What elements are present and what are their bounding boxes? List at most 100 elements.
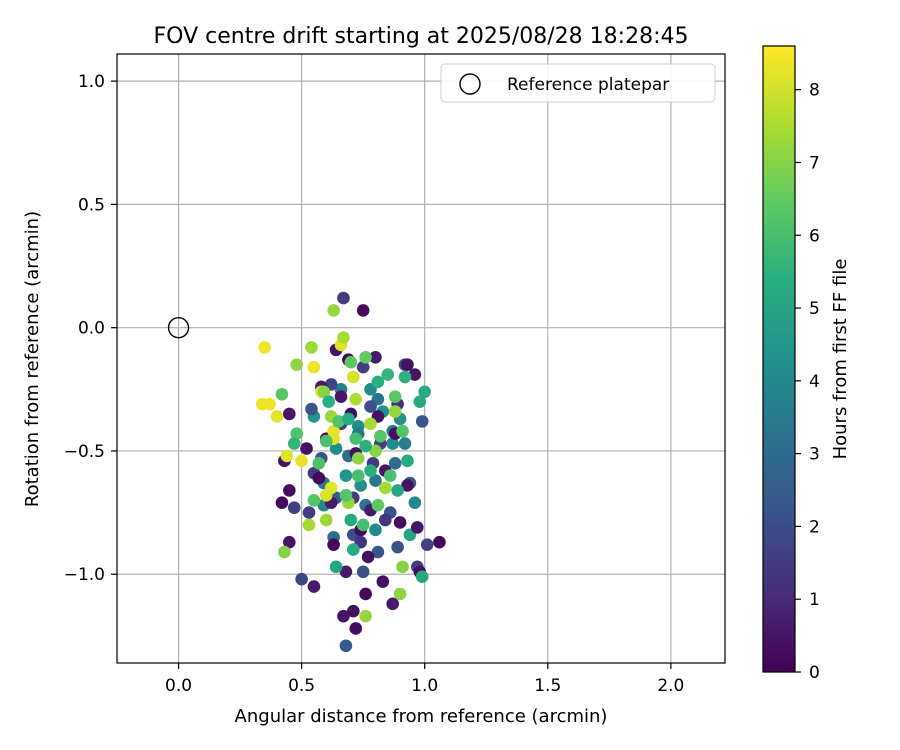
scatter-point [364,464,377,477]
scatter-point [393,516,407,529]
scatter-point [391,484,404,497]
scatter-point [275,387,289,401]
scatter-point [371,545,385,559]
scatter-point [351,469,365,482]
x-tick-label: 1.0 [411,676,438,696]
scatter-point [356,304,370,317]
scatter-point [319,434,333,448]
colorbar-label: Hours from first FF file [830,259,851,460]
scatter-point [275,496,289,510]
scatter-point [356,518,370,532]
scatter-point [371,375,385,389]
colorbar [762,45,796,673]
scatter-point [369,474,382,487]
colorbar-tick-label: 6 [809,226,820,246]
scatter-point [322,395,335,408]
scatter-point [339,565,353,579]
scatter-point [302,518,316,532]
colorbar-tick-label: 5 [809,299,820,319]
scatter-point [433,535,446,549]
scatter-point [270,410,284,423]
scatter-point [408,368,422,381]
scatter-point [300,442,313,455]
scatter-point [337,331,350,344]
colorbar-ticks: 0 1 2 3 4 5 6 7 8 [795,81,820,683]
scatter-point [295,454,308,468]
scatter-point [388,390,402,404]
scatter-point [364,400,377,413]
scatter-point [317,385,331,399]
scatter-point [383,469,397,482]
scatter-point [361,550,375,564]
scatter-point [339,489,353,502]
scatter-point [329,560,343,574]
scatter-point [302,506,316,519]
scatter-point [374,429,387,443]
scatter-point [332,415,345,428]
scatter-point [359,587,372,601]
scatter-point [283,484,296,497]
scatter-point [371,498,385,512]
legend: Reference platepar [440,63,716,103]
y-axis-label: Rotation from reference (arcmin) [22,211,43,507]
scatter-point [359,609,372,623]
scatter-point [364,417,377,431]
scatter-point [351,452,365,465]
scatter-point [312,456,326,470]
scatter-point [398,370,412,384]
scatter-point [339,469,353,482]
x-tick-label: 0.0 [165,676,192,696]
y-tick-label: −1.0 [64,565,105,585]
legend-label: Reference platepar [507,75,669,95]
scatter-point [290,427,303,441]
scatter-point [344,513,358,527]
y-tick-label: 1.0 [78,72,105,92]
x-tick-label: 1.5 [534,676,561,696]
scatter-point [347,543,360,556]
reference-platepar-marker [167,316,190,339]
colorbar-tick-label: 2 [809,517,820,537]
scatter-point [415,570,429,584]
scatter-point [393,587,407,601]
scatter-point [290,358,303,371]
scatter-point [386,597,399,611]
scatter-point [339,639,353,653]
y-tick-label: 0.0 [78,319,105,339]
scatter-point [386,437,399,450]
scatter-point [420,538,434,551]
scatter-point [356,360,370,374]
scatter-point [415,415,429,428]
scatter-point [369,444,382,458]
scatter-point [369,350,382,364]
scatter-point [283,535,296,549]
scatter-point [307,493,321,507]
scatter-point [401,479,414,492]
scatter-point [388,405,402,418]
scatter-point [329,442,343,455]
scatter-points [167,291,446,653]
scatter-point [411,521,424,534]
scatter-point [349,392,363,406]
legend-box [440,63,716,103]
scatter-point [354,479,367,492]
scatter-point [287,437,301,450]
scatter-point [305,402,318,416]
scatter-point [312,471,326,485]
colorbar-tick-label: 7 [809,153,820,173]
scatter-point [327,304,340,317]
x-tick-label: 0.5 [288,676,315,696]
scatter-point [379,481,392,495]
scatter-point [408,496,422,510]
scatter-point [413,395,427,408]
scatter-point [295,572,308,586]
scatter-point [418,385,431,399]
scatter-point [388,456,402,470]
scatter-point [319,489,333,502]
scatter-point [401,358,414,371]
scatter-point [337,291,350,305]
grid-lines [117,54,725,663]
scatter-point [347,370,360,384]
scatter-point [278,545,291,559]
scatter-point [381,368,395,381]
